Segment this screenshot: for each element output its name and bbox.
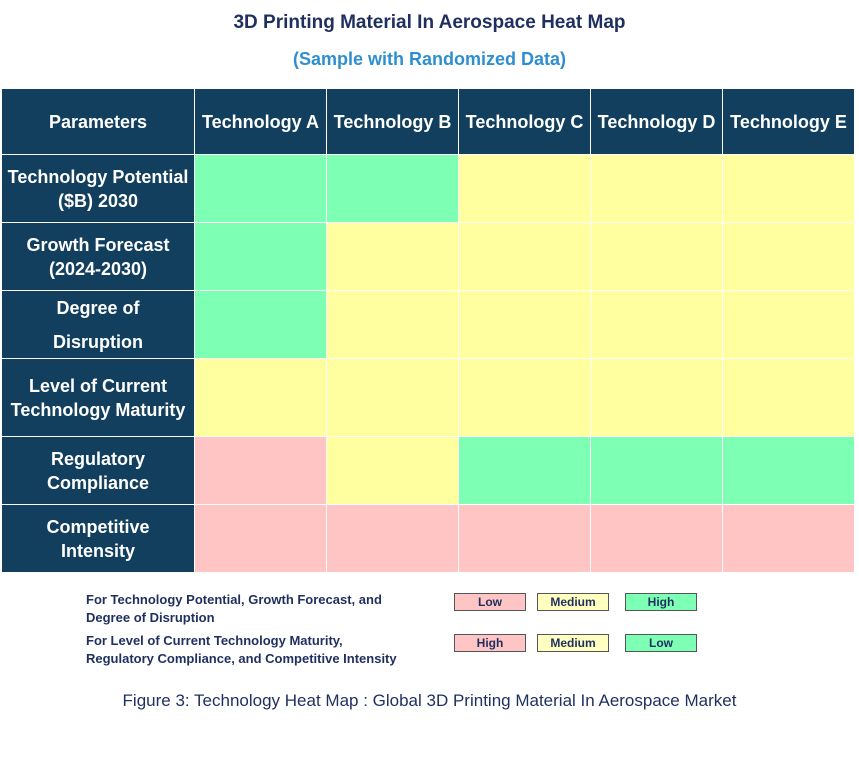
heat-cell bbox=[591, 155, 723, 223]
column-header: Technology B bbox=[327, 89, 459, 155]
heat-cell bbox=[195, 155, 327, 223]
heat-cell bbox=[723, 155, 855, 223]
row-header-line: Disruption bbox=[53, 331, 143, 352]
column-header: Technology A bbox=[195, 89, 327, 155]
row-header: Technology Potential ($B) 2030 bbox=[2, 155, 195, 223]
legend-description-line: Regulatory Compliance, and Competitive I… bbox=[86, 651, 397, 666]
heat-cell bbox=[459, 223, 591, 291]
heat-cell bbox=[195, 505, 327, 573]
legend-description-line: For Technology Potential, Growth Forecas… bbox=[86, 592, 382, 607]
legend-item: High bbox=[454, 634, 526, 652]
heat-cell bbox=[591, 505, 723, 573]
heat-cell bbox=[327, 291, 459, 359]
column-header: Technology D bbox=[591, 89, 723, 155]
legend-item: High bbox=[625, 593, 697, 611]
row-header: Growth Forecast (2024-2030) bbox=[2, 223, 195, 291]
caption: Figure 3: Technology Heat Map : Global 3… bbox=[122, 691, 737, 710]
row-header-line: Intensity bbox=[60, 540, 135, 561]
heat-cell bbox=[459, 505, 591, 573]
heat-cell bbox=[195, 223, 327, 291]
row-header: Level of Current Technology Maturity bbox=[2, 359, 195, 437]
row-header: Regulatory Compliance bbox=[2, 437, 195, 505]
heat-cell bbox=[723, 291, 855, 359]
subtitle: (Sample with Randomized Data) bbox=[292, 49, 567, 69]
heat-cell bbox=[195, 291, 327, 359]
heat-cell bbox=[327, 505, 459, 573]
column-header: Parameters bbox=[2, 89, 195, 155]
heat-cell bbox=[327, 359, 459, 437]
heat-cell bbox=[327, 223, 459, 291]
heat-cell bbox=[459, 359, 591, 437]
heat-cell bbox=[591, 223, 723, 291]
row-header-line: Technology Potential bbox=[7, 166, 189, 187]
heat-cell bbox=[591, 291, 723, 359]
heat-cell bbox=[459, 291, 591, 359]
row-header-line: Regulatory bbox=[50, 448, 146, 469]
row-header-line: (2024-2030) bbox=[48, 258, 148, 279]
row-header-line: Compliance bbox=[46, 472, 150, 493]
heat-cell bbox=[459, 437, 591, 505]
row-header-line: Level of Current bbox=[28, 375, 168, 396]
heat-cell bbox=[591, 437, 723, 505]
legend-item: Low bbox=[454, 593, 526, 611]
legend-description: For Level of Current Technology Maturity… bbox=[86, 632, 446, 668]
row-header-line: Degree of bbox=[56, 297, 140, 318]
legend-item: Low bbox=[625, 634, 697, 652]
row-header: Competitive Intensity bbox=[2, 505, 195, 573]
heat-cell bbox=[723, 359, 855, 437]
column-header: Technology C bbox=[459, 89, 591, 155]
legend-item: Medium bbox=[537, 593, 609, 611]
row-header-line: Growth Forecast bbox=[26, 234, 170, 255]
heat-cell bbox=[591, 359, 723, 437]
row-header: Degree of Disruption bbox=[2, 291, 195, 359]
legend-description-line: For Level of Current Technology Maturity… bbox=[86, 633, 343, 648]
row-header-line: Competitive bbox=[46, 516, 150, 537]
row-header-line: Technology Maturity bbox=[10, 399, 186, 420]
heat-cell bbox=[723, 437, 855, 505]
heat-cell bbox=[195, 437, 327, 505]
heat-cell bbox=[723, 505, 855, 573]
heat-cell bbox=[459, 155, 591, 223]
heat-cell bbox=[195, 359, 327, 437]
title: 3D Printing Material In Aerospace Heat M… bbox=[233, 12, 626, 33]
heat-cell bbox=[327, 155, 459, 223]
legend-description: For Technology Potential, Growth Forecas… bbox=[86, 591, 446, 627]
legend-description-line: Degree of Disruption bbox=[86, 610, 215, 625]
column-header: Technology E bbox=[723, 89, 855, 155]
legend-item: Medium bbox=[537, 634, 609, 652]
heat-cell bbox=[327, 437, 459, 505]
heat-cell bbox=[723, 223, 855, 291]
row-header-line: ($B) 2030 bbox=[57, 190, 139, 211]
